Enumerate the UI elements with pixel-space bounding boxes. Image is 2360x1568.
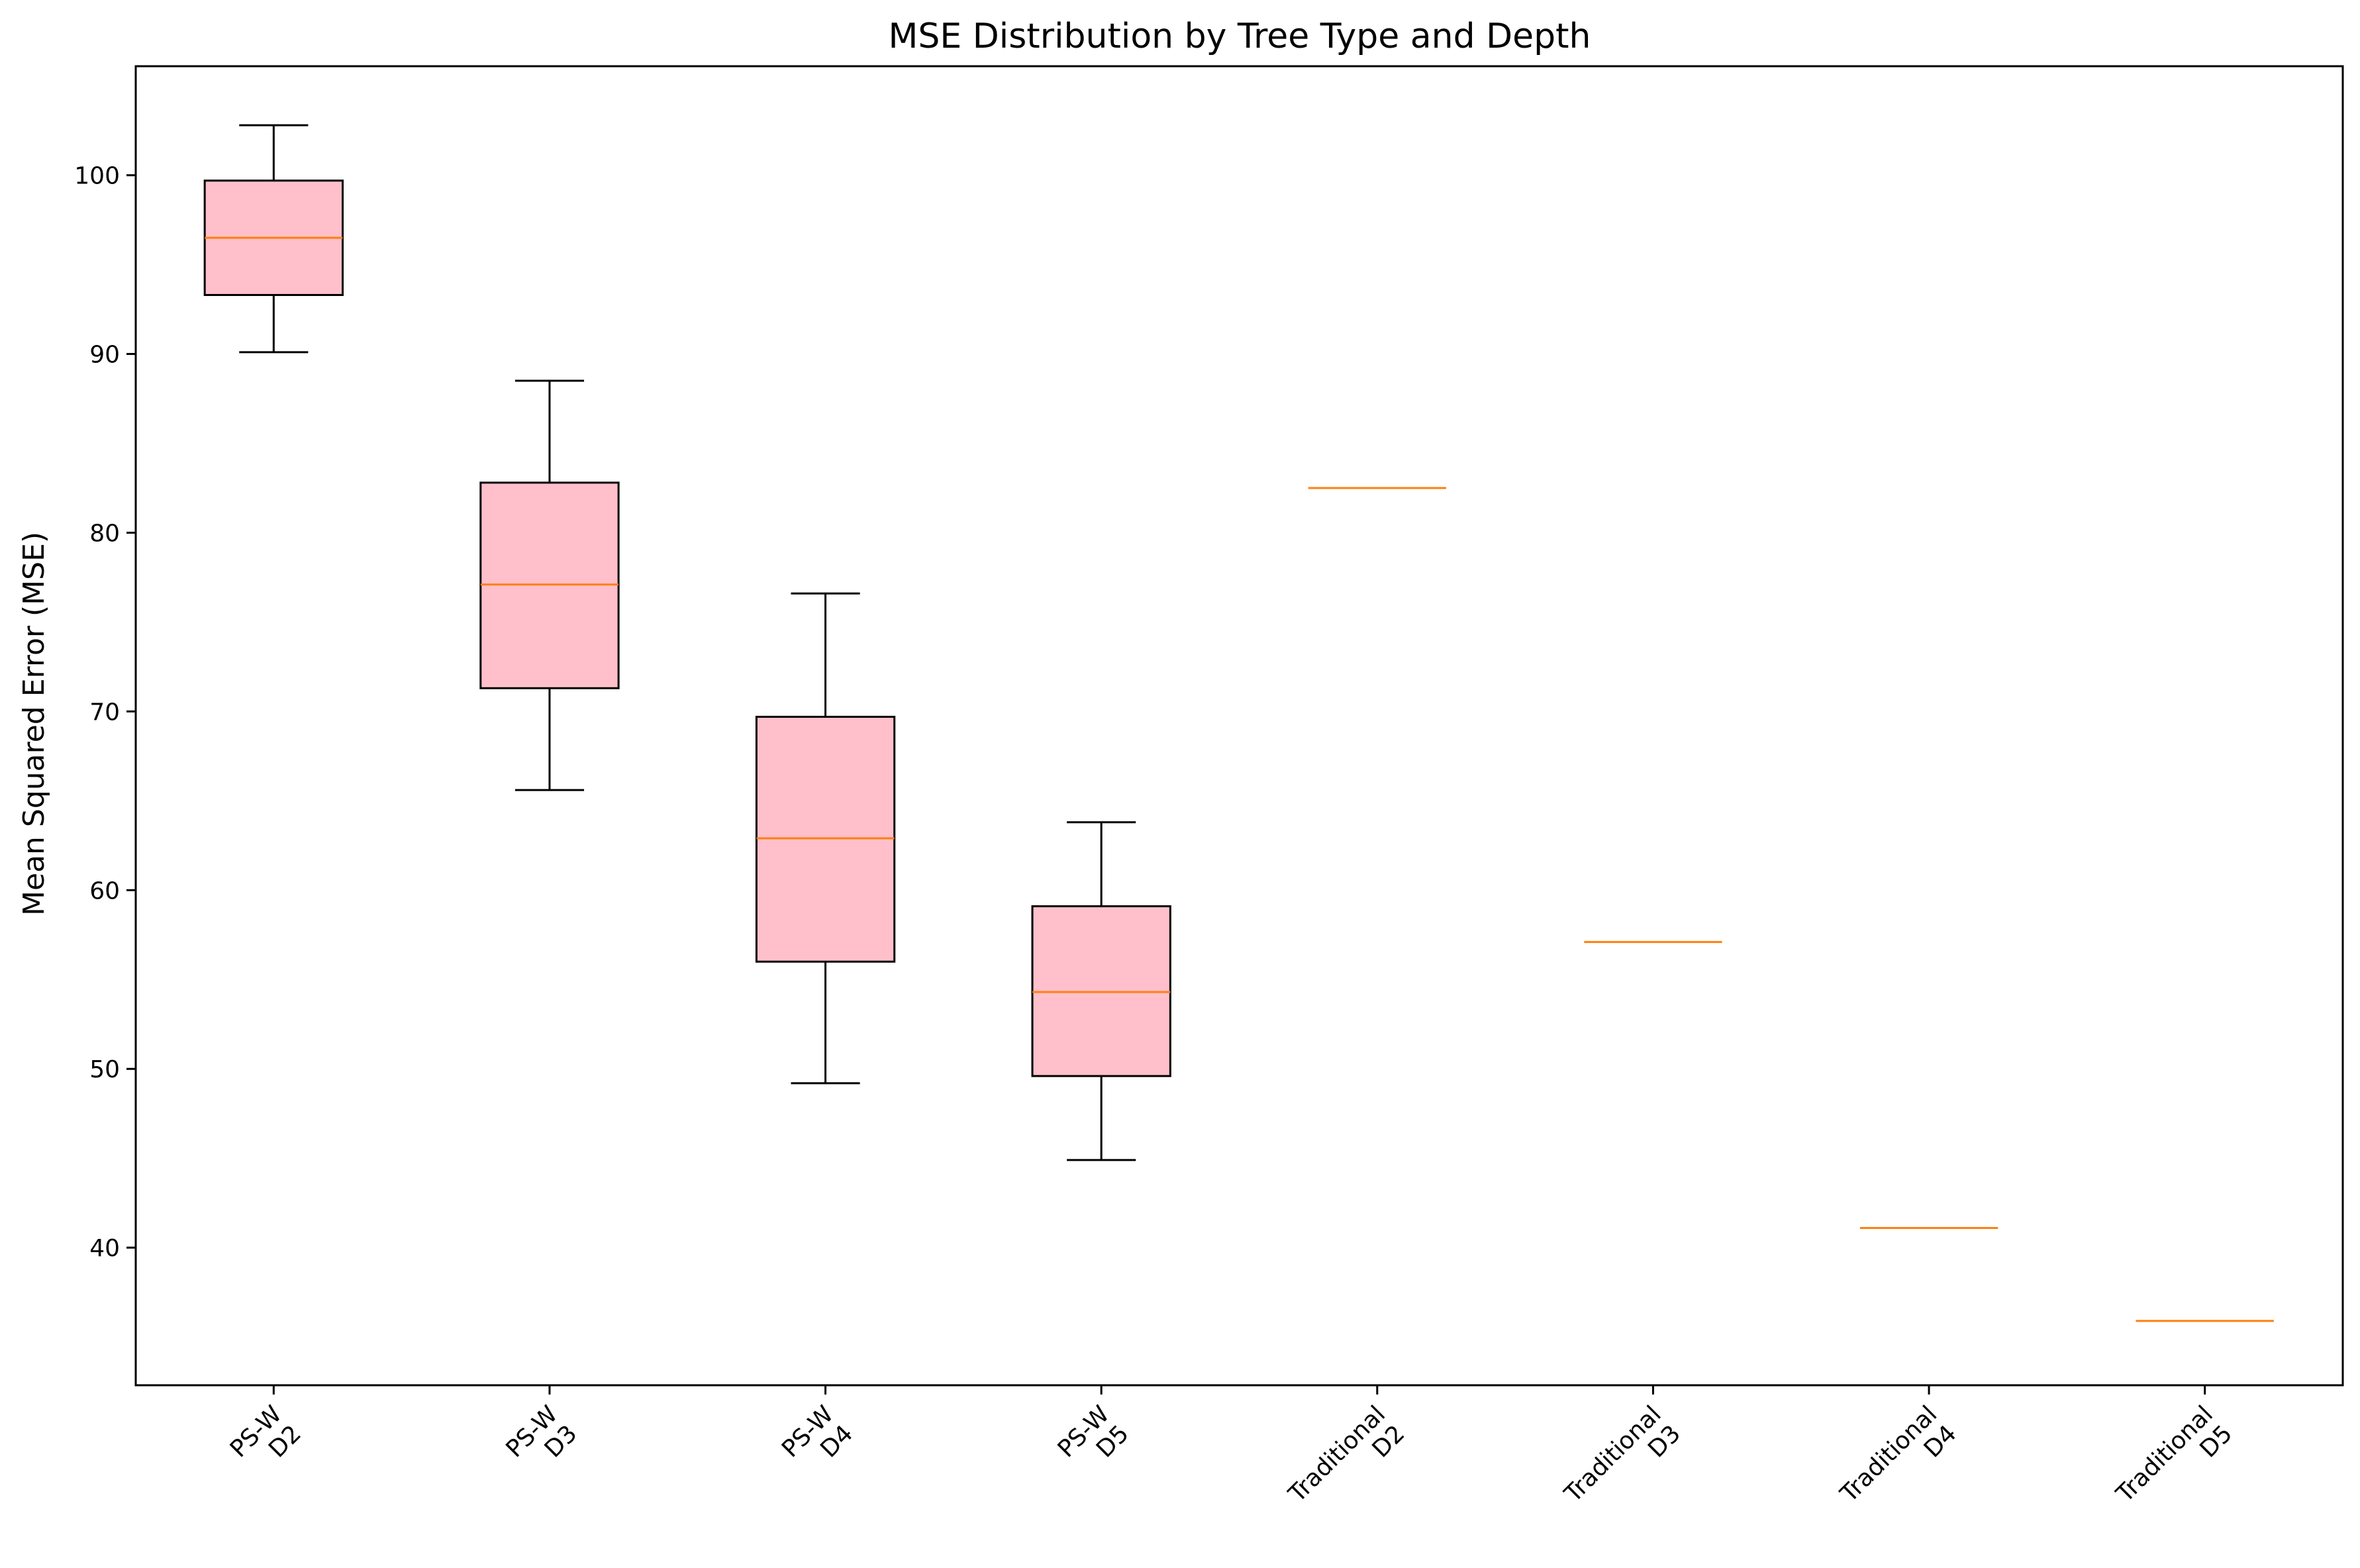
x-tick-label: PS-WD3 bbox=[501, 1400, 582, 1482]
x-tick-label: PS-WD4 bbox=[777, 1400, 858, 1482]
y-tick-label: 80 bbox=[89, 520, 120, 547]
y-tick-label: 90 bbox=[89, 342, 120, 369]
plot-area: 40 50 60 70 80 90 100 PS-WD2 PS-WD3 PS-WD4 PS-WD5 T… bbox=[74, 124, 2274, 1528]
x-tick-label-line: Traditional bbox=[1835, 1400, 1942, 1508]
x-tick-label: TraditionalD2 bbox=[1283, 1400, 1410, 1528]
x-tick-label: TraditionalD4 bbox=[1835, 1400, 1962, 1528]
x-tick-label: TraditionalD3 bbox=[1559, 1400, 1687, 1528]
y-tick-label: 60 bbox=[89, 877, 120, 905]
y-tick-label: 70 bbox=[89, 699, 120, 726]
y-tick-label: 100 bbox=[74, 163, 120, 190]
chart-title: MSE Distribution by Tree Type and Depth bbox=[888, 17, 1591, 56]
y-axis-label: Mean Squared Error (MSE) bbox=[17, 532, 51, 916]
x-tick-label-line: Traditional bbox=[1283, 1400, 1391, 1508]
x-tick-label-line: Traditional bbox=[1559, 1400, 1667, 1508]
plot-frame bbox=[134, 65, 2344, 1387]
x-tick-label-line: Traditional bbox=[2111, 1400, 2218, 1508]
x-tick-label: PS-WD2 bbox=[225, 1400, 307, 1482]
x-tick-label: TraditionalD5 bbox=[2111, 1400, 2238, 1528]
y-tick-label: 40 bbox=[89, 1235, 120, 1262]
x-tick-label: PS-WD5 bbox=[1053, 1400, 1134, 1482]
y-tick-label: 50 bbox=[89, 1056, 120, 1083]
